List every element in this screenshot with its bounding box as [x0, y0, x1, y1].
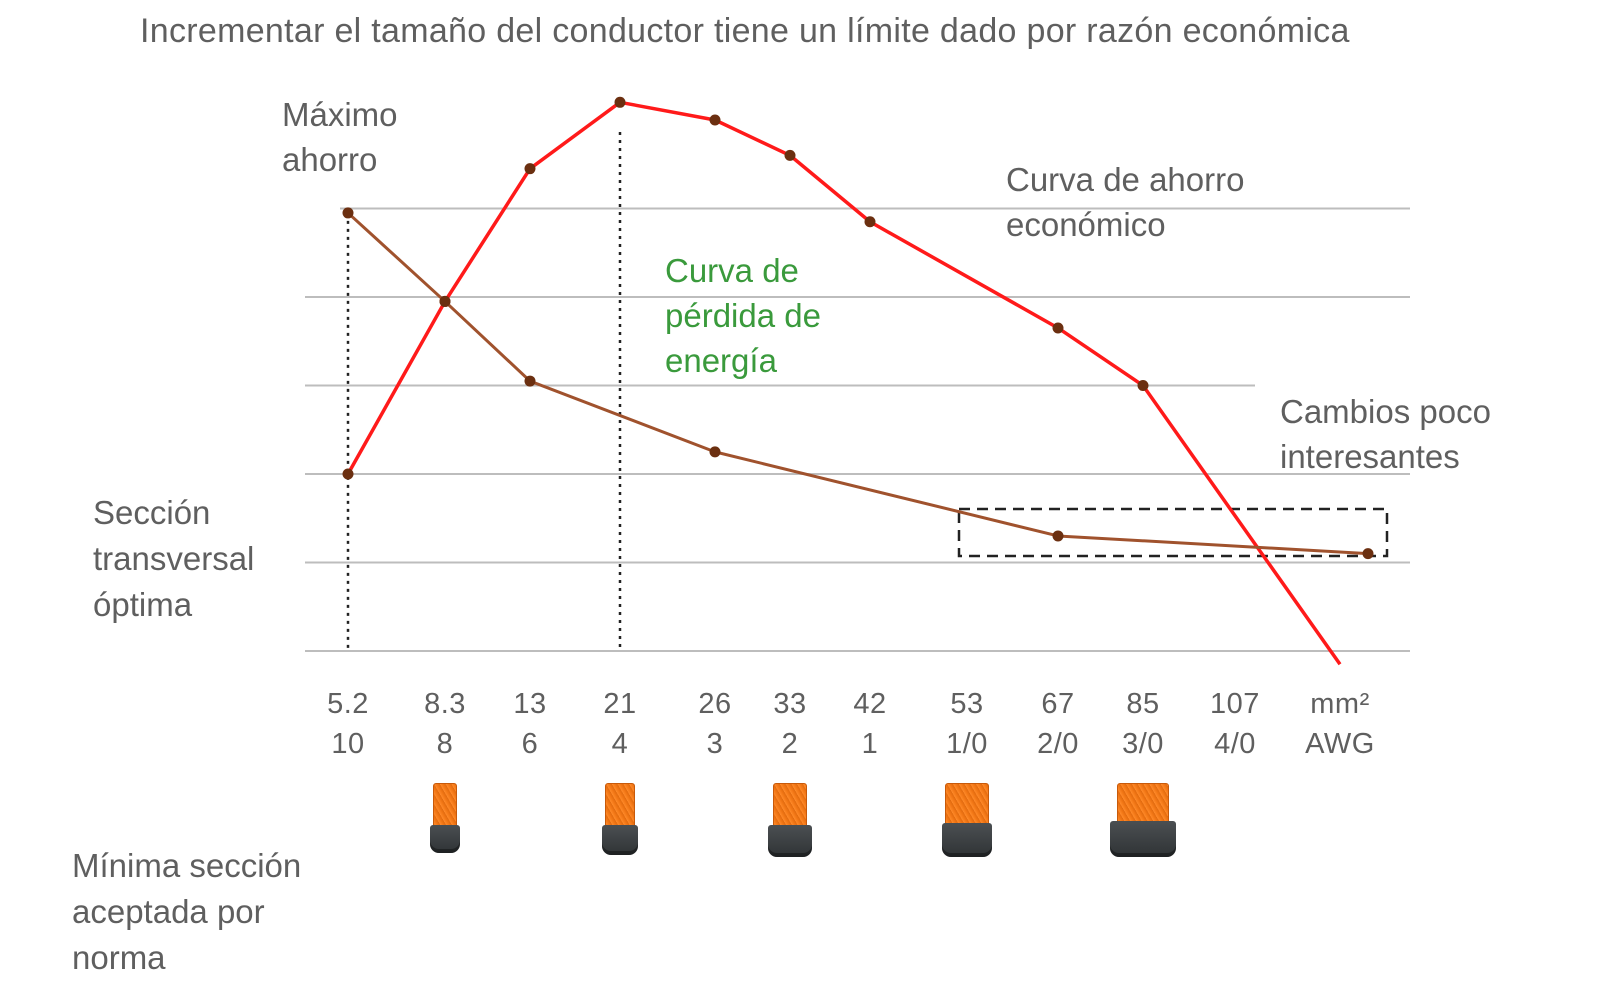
x-tick-label: 8.3 8: [405, 684, 485, 764]
x-tick-label: 21 4: [580, 684, 660, 764]
x-tick-label: 85 3/0: [1103, 684, 1183, 764]
annotation-curva-ahorro: Curva de ahorro económico: [1006, 161, 1245, 243]
tick-mm2: 21: [603, 688, 637, 720]
tick-awg: 10: [331, 728, 365, 760]
x-tick-label: 107 4/0: [1195, 684, 1275, 764]
tick-awg: 8: [436, 728, 454, 760]
data-point: [864, 216, 876, 228]
tick-awg: 3/0: [1122, 728, 1164, 760]
x-tick-label: 42 1: [830, 684, 910, 764]
series-line: [346, 211, 1369, 556]
tick-awg: 1/0: [946, 728, 988, 760]
data-point: [524, 163, 536, 175]
annotation-curva-perdida: Curva de pérdida de energía: [665, 252, 821, 379]
data-point: [1362, 548, 1374, 560]
data-point: [342, 207, 354, 219]
series-layer: [342, 96, 1374, 666]
data-point: [614, 96, 626, 108]
chart-title: Incrementar el tamaño del conductor tien…: [140, 12, 1350, 50]
x-tick-label: 13 6: [490, 684, 570, 764]
data-point: [1052, 530, 1064, 542]
tick-mm2: mm²: [1310, 688, 1370, 720]
highlight-box: [957, 507, 1389, 558]
x-tick-label: 53 1/0: [927, 684, 1007, 764]
tick-awg: 1: [861, 728, 879, 760]
tick-awg: 4: [611, 728, 629, 760]
data-point: [709, 114, 721, 126]
tick-mm2: 53: [950, 688, 984, 720]
data-point: [1137, 380, 1149, 391]
data-point: [524, 375, 536, 387]
x-tick-label: 5.2 10: [308, 684, 388, 764]
x-tick-label: 33 2: [750, 684, 830, 764]
tick-awg: 4/0: [1214, 728, 1256, 760]
grid-lines: [305, 207, 1410, 652]
annotation-cambios: Cambios poco interesantes: [1280, 393, 1491, 475]
cable-icon: [1110, 783, 1176, 857]
tick-mm2: 42: [853, 688, 887, 720]
tick-awg: 3: [706, 728, 724, 760]
tick-mm2: 8.3: [424, 688, 466, 720]
tick-mm2: 107: [1210, 688, 1260, 720]
tick-mm2: 33: [773, 688, 807, 720]
tick-mm2: 67: [1041, 688, 1075, 720]
annotation-minima-seccion: Mínima sección aceptada por norma: [72, 847, 302, 976]
data-point: [342, 468, 354, 480]
x-tick-label: 26 3: [675, 684, 755, 764]
data-point: [709, 446, 721, 458]
cable-icon: [768, 783, 812, 857]
cable-icon: [602, 783, 638, 855]
cable-icon: [942, 783, 992, 857]
cable-icon: [430, 783, 460, 853]
chart-plot-area: [305, 96, 1410, 666]
tick-mm2: 26: [698, 688, 732, 720]
data-point: [439, 295, 451, 307]
data-point: [1052, 322, 1064, 334]
tick-mm2: 85: [1126, 688, 1160, 720]
x-tick-label: mm² AWG: [1300, 684, 1380, 764]
highlight-box-rect: [957, 507, 1389, 558]
tick-mm2: 13: [513, 688, 547, 720]
data-point: [784, 149, 796, 161]
annotation-seccion-optima: Sección transversal óptima: [93, 494, 255, 623]
tick-awg: 6: [521, 728, 539, 760]
tick-awg: 2/0: [1037, 728, 1079, 760]
tick-awg: AWG: [1305, 728, 1375, 760]
reference-lines: [346, 132, 622, 651]
series-line: [346, 100, 1342, 666]
tick-awg: 2: [781, 728, 799, 760]
x-tick-label: 67 2/0: [1018, 684, 1098, 764]
tick-mm2: 5.2: [327, 688, 369, 720]
annotation-maximo-ahorro: Máximo ahorro: [282, 96, 398, 178]
